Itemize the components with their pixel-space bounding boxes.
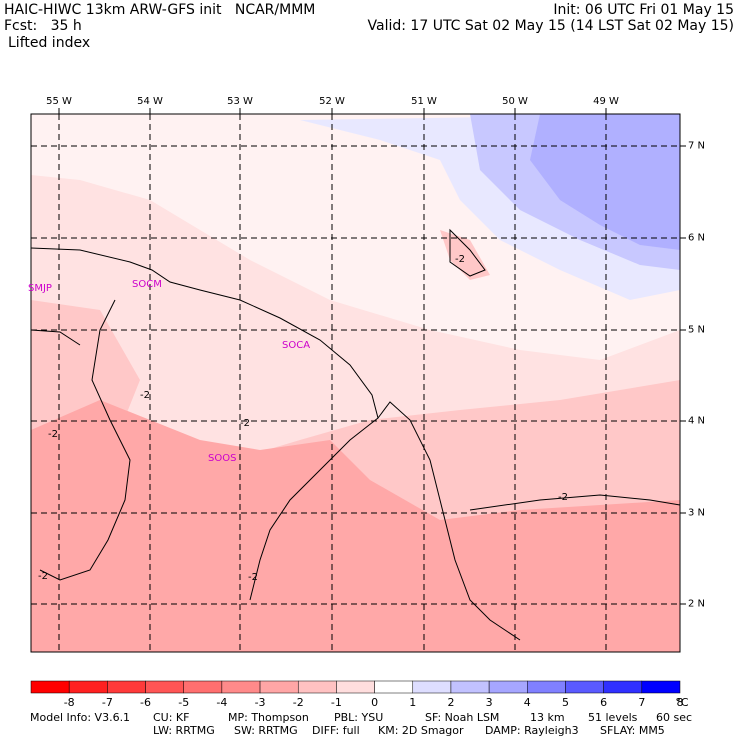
footer-km: KM: 2D Smagor (378, 724, 464, 737)
colorbar-tick-label: 5 (561, 696, 569, 709)
colorbar-swatch (565, 680, 604, 694)
colorbar-swatch (183, 680, 223, 694)
colorbar-swatch (145, 680, 184, 694)
lon-label: 51 W (411, 96, 437, 107)
contour-label: -2 (140, 390, 150, 401)
footer-diff: DIFF: full (312, 724, 360, 737)
colorbar-tick-label: -2 (292, 696, 304, 709)
contour-label: -2 (38, 571, 48, 582)
colorbar-swatch (450, 680, 490, 694)
forecast-hour: Fcst: 35 h (4, 18, 82, 34)
lat-label: 7 N (688, 140, 706, 152)
station-smjp: SMJP (28, 283, 52, 294)
footer-lw: LW: RRTMG (153, 724, 215, 737)
init-time: Init: 06 UTC Fri 01 May 15 (553, 2, 734, 18)
contour-label: -2 (240, 418, 250, 429)
lon-label: 53 W (227, 96, 253, 107)
colorbar-swatch (412, 680, 452, 694)
footer-res: 13 km (530, 711, 565, 724)
colorbar-swatch (107, 680, 146, 694)
lon-label: 55 W (46, 96, 72, 107)
colorbar-swatch (259, 680, 299, 694)
axis-ticks (58, 108, 686, 605)
contour-label: -2 (558, 492, 568, 503)
field-deep-neg-interior (31, 400, 680, 652)
station-soca: SOCA (282, 340, 311, 351)
colorbar-unit: °C (675, 696, 689, 709)
lat-label: 6 N (688, 232, 706, 244)
field-name: Lifted index (8, 35, 91, 51)
footer-sflay: SFLAY: MM5 (600, 724, 665, 737)
colorbar-swatch (374, 680, 414, 694)
colorbar-swatch (527, 680, 566, 694)
coastlines-borders (30, 228, 681, 641)
colorbar-swatch (488, 680, 528, 694)
colorbar-tick-label: 6 (600, 696, 608, 709)
colorbar (30, 680, 681, 694)
footer-pbl: PBL: YSU (334, 711, 384, 724)
colorbar-tick-label: 3 (485, 696, 493, 709)
footer-sw: SW: RRTMG (234, 724, 298, 737)
colorbar-tick-label: -5 (178, 696, 190, 709)
colorbar-tick-label: 8 (676, 696, 684, 709)
lon-label: 49 W (593, 96, 619, 107)
station-socm: SOCM (132, 279, 162, 290)
colorbar-tick-label: 2 (447, 696, 455, 709)
border-suriname-french-guiana (249, 417, 379, 601)
contour-neg2-east (469, 494, 681, 511)
colorbar-tick-label: 0 (371, 696, 379, 709)
colorbar-tick-label: 4 (523, 696, 531, 709)
coast-west (30, 329, 81, 346)
colorbar-tick-label: -4 (216, 696, 228, 709)
colorbar-tick-label: 7 (638, 696, 646, 709)
field-strong-pos (530, 114, 680, 250)
lon-label: 54 W (137, 96, 163, 107)
colorbar-swatch (30, 680, 70, 694)
field-blob-ne (440, 230, 490, 280)
colorbar-tick-label: 1 (409, 696, 417, 709)
lat-label: 4 N (688, 415, 706, 427)
lat-lon-grid (31, 114, 680, 652)
colorbar-swatch (336, 680, 375, 694)
footer-sf: SF: Noah LSM (425, 711, 500, 724)
colorbar-swatch (603, 680, 643, 694)
colorbar-swatch (641, 680, 681, 694)
colorbar-swatch (221, 680, 261, 694)
station-soos: SOOS (208, 453, 237, 464)
contour-label: -2 (248, 572, 258, 583)
contour-label: -2 (455, 254, 465, 265)
colorbar-swatch (297, 680, 337, 694)
footer-cu: CU: KF (153, 711, 190, 724)
field-mid-neg-west (31, 300, 140, 440)
colorbar-swatch (68, 680, 108, 694)
colorbar-tick-label: -3 (254, 696, 266, 709)
lat-label: 3 N (688, 507, 706, 519)
lon-label: 50 W (502, 96, 528, 107)
footer-damp: DAMP: Rayleigh3 (485, 724, 579, 737)
colorbar-tick-label: -7 (101, 696, 113, 709)
footer-model: Model Info: V3.6.1 (30, 711, 131, 724)
lat-label: 5 N (688, 324, 706, 336)
coastline (30, 247, 521, 641)
valid-time: Valid: 17 UTC Sat 02 May 15 (14 LST Sat … (367, 18, 734, 34)
contour-neg2-ne (449, 228, 486, 277)
contour-label-group: -2 -2 -2 -2 -2 -2 -2 (38, 254, 568, 583)
colorbar-tick-label: -8 (63, 696, 75, 709)
footer-dt: 60 sec (656, 711, 693, 724)
model-title: HAIC-HIWC 13km ARW-GFS init NCAR/MMM (4, 2, 316, 18)
lat-label: 2 N (688, 598, 706, 610)
field-shading (31, 114, 680, 652)
lon-label: 52 W (319, 96, 345, 107)
contour-label: -2 (48, 429, 58, 440)
colorbar-tick-label: -6 (140, 696, 151, 709)
colorbar-tick-label: -1 (330, 696, 342, 709)
border-suriname-guyana (39, 299, 131, 581)
footer-levels: 51 levels (588, 711, 638, 724)
footer-mp: MP: Thompson (228, 711, 309, 724)
map-frame (30, 113, 681, 653)
